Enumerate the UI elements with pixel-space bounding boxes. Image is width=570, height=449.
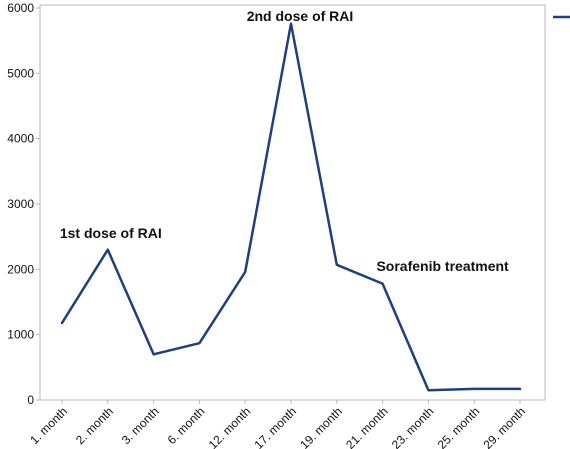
y-tick-label: 5000	[7, 66, 34, 80]
x-tick-label: 25. month	[435, 404, 483, 449]
y-tick-label: 3000	[7, 197, 34, 211]
x-tick-label: 23. month	[389, 404, 437, 449]
x-tick-label: 3. month	[119, 404, 162, 447]
x-tick-label: 6. month	[165, 404, 208, 447]
y-tick-label: 0	[27, 393, 34, 407]
annotation-label: Sorafenib treatment	[376, 258, 509, 274]
x-tick-label: 19. month	[297, 404, 345, 449]
x-tick-label: 17. month	[251, 404, 299, 449]
x-tick-label: 29. month	[480, 404, 528, 449]
x-tick-label: 1. month	[27, 404, 70, 447]
annotations: 1st dose of RAI 2nd dose of RAI Sorafenib …	[60, 8, 509, 274]
plot-frame	[39, 4, 546, 401]
annotation-label: 1st dose of RAI	[60, 225, 162, 241]
y-tick-label: 4000	[7, 132, 34, 146]
annotation-label: 2nd dose of RAI	[247, 8, 354, 24]
x-tick-label: 21. month	[343, 404, 391, 449]
y-tick-label: 6000	[7, 1, 34, 15]
y-tick-label: 2000	[7, 262, 34, 276]
y-tick-label: 1000	[7, 328, 34, 342]
x-tick-label: 2. month	[73, 404, 116, 447]
x-tick-label: 12. month	[206, 404, 254, 449]
y-axis: 0 1000 2000 3000 4000 5000 6000	[7, 1, 40, 407]
series-line	[60, 22, 522, 392]
